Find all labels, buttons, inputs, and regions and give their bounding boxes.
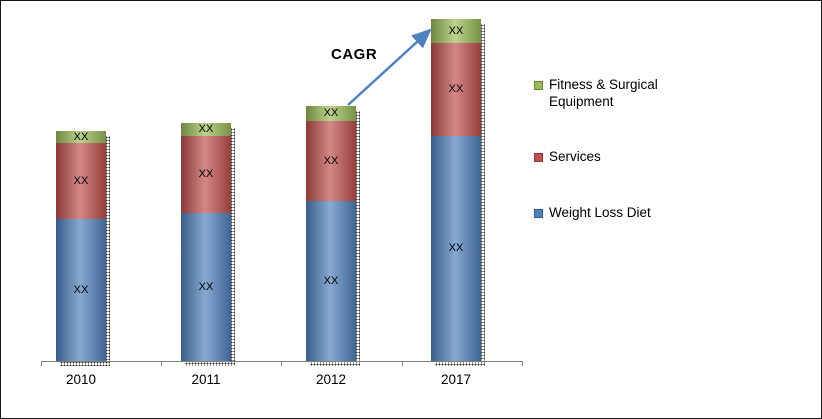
data-label: XX [448, 24, 464, 37]
bar-stack: XX XX XX [306, 106, 356, 361]
bar-segment-weight-loss-diet: XX [181, 213, 231, 361]
bar-segment-weight-loss-diet: XX [431, 136, 481, 361]
data-label: XX [323, 107, 339, 119]
bar-2017: XX XX XX [431, 19, 485, 366]
bar-2010: XX XX XX [56, 131, 110, 366]
legend-swatch-weight-loss-diet [534, 209, 543, 218]
bar-segment-services: XX [56, 143, 106, 219]
bar-segment-services: XX [431, 43, 481, 136]
cagr-arrow-line [347, 28, 432, 106]
legend-swatch-services [534, 153, 543, 162]
axis-tick [161, 361, 162, 366]
axis-tick [41, 361, 42, 366]
axis-tick [402, 361, 403, 366]
legend-item-weight-loss-diet: Weight Loss Diet [534, 205, 689, 222]
axis-tick [522, 361, 523, 366]
category-label-2017: 2017 [440, 372, 472, 387]
legend-swatch-fitness-surgical-equipment [534, 81, 543, 90]
legend-label: Fitness & Surgical Equipment [549, 77, 658, 109]
data-label: XX [73, 283, 89, 296]
axis-tick [281, 361, 282, 366]
data-label: XX [323, 154, 339, 167]
category-label-2012: 2012 [315, 372, 347, 387]
data-label: XX [198, 123, 214, 135]
bar-segment-services: XX [306, 121, 356, 201]
cagr-label: CAGR [331, 46, 378, 63]
bar-segment-fitness-surgical-equipment: XX [56, 131, 106, 143]
x-axis [41, 361, 523, 362]
data-label: XX [73, 130, 89, 143]
bar-segment-fitness-surgical-equipment: XX [181, 123, 231, 136]
data-label: XX [448, 242, 464, 254]
bar-stack: XX XX XX [181, 123, 231, 361]
bar-segment-fitness-surgical-equipment: XX [306, 106, 356, 121]
bar-segment-weight-loss-diet: XX [306, 201, 356, 361]
bar-segment-weight-loss-diet: XX [56, 219, 106, 361]
bar-segment-services: XX [181, 136, 231, 213]
legend-item-services: Services [534, 149, 689, 166]
data-label: XX [198, 280, 214, 293]
legend: Fitness & Surgical Equipment Services We… [534, 1, 704, 418]
data-label: XX [323, 274, 339, 287]
bar-stack: XX XX XX [431, 19, 481, 361]
legend-item-fitness-surgical-equipment: Fitness & Surgical Equipment [534, 77, 689, 111]
data-label: XX [73, 174, 89, 187]
bar-2012: XX XX XX [306, 106, 360, 366]
bar-2011: XX XX XX [181, 123, 235, 366]
data-label: XX [198, 168, 214, 180]
legend-label: Weight Loss Diet [549, 205, 651, 220]
bar-stack: XX XX XX [56, 131, 106, 361]
legend-label: Services [549, 149, 601, 164]
data-label: XX [448, 83, 464, 95]
category-label-2010: 2010 [65, 372, 97, 387]
bar-segment-fitness-surgical-equipment: XX [431, 19, 481, 43]
category-label-2011: 2011 [191, 372, 221, 387]
